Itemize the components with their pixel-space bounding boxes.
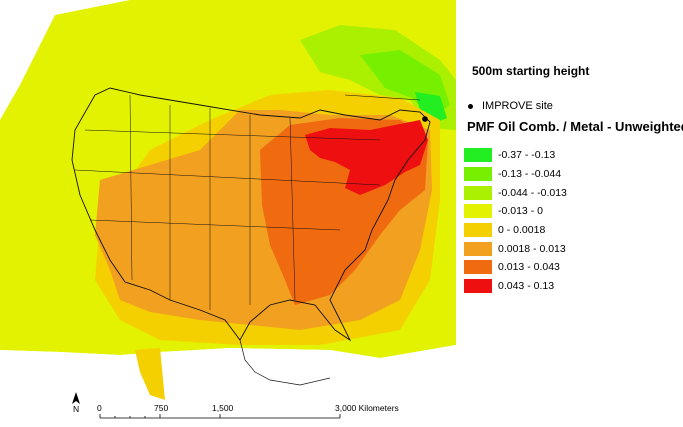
legend-label: -0.13 - -0.044 (498, 168, 562, 181)
field-yellow-south (135, 348, 165, 400)
legend-item: -0.044 - -0.013 (464, 183, 567, 202)
scale-tick-0: 0 (97, 403, 102, 413)
legend-swatch (464, 204, 492, 219)
legend-item: 0.043 - 0.13 (464, 277, 567, 296)
legend-panel: 500m starting height IMPROVE site PMF Oi… (456, 0, 683, 427)
legend-item: 0 - 0.0018 (464, 221, 567, 240)
legend-swatch (464, 260, 492, 275)
scale-tick-2: 1,500 (212, 403, 234, 413)
site-dot-icon (468, 103, 473, 109)
improve-site-marker[interactable] (422, 116, 428, 122)
legend-label: 0.0018 - 0.013 (498, 242, 566, 255)
legend-title: PMF Oil Comb. / Metal - Unweighted (467, 119, 683, 134)
scale-tick-3: 3,000 Kilometers (335, 403, 399, 413)
field-green-ne3 (415, 92, 447, 125)
legend-item: -0.13 - -0.044 (464, 165, 567, 184)
legend-item: 0.0018 - 0.013 (464, 239, 567, 258)
legend-label: 0.043 - 0.13 (498, 280, 555, 293)
legend-label: -0.37 - -0.13 (498, 149, 556, 162)
legend-item: -0.013 - 0 (464, 202, 567, 221)
legend-label: -0.013 - 0 (498, 205, 543, 218)
legend-swatch (464, 279, 492, 294)
legend-label: -0.044 - -0.013 (498, 186, 567, 199)
site-label: IMPROVE site (482, 100, 553, 112)
map-panel[interactable]: N 0 750 1,500 3,000 Kilometers (0, 0, 456, 427)
legend-list: -0.37 - -0.13 -0.13 - -0.044 -0.044 - -0.0… (464, 146, 567, 296)
north-arrow: N (72, 392, 80, 414)
scale-bar (99, 414, 341, 419)
legend-label: 0 - 0.0018 (498, 224, 546, 237)
legend-site-row: IMPROVE site (468, 99, 553, 113)
legend-label: 0.013 - 0.043 (498, 261, 560, 274)
scale-tick-1: 750 (154, 403, 168, 413)
legend-swatch (464, 148, 492, 163)
legend-swatch (464, 223, 492, 238)
map-canvas[interactable]: N 0 750 1,500 3,000 Kilometers (0, 0, 456, 427)
legend-swatch (464, 185, 492, 200)
legend-subtitle: 500m starting height (472, 64, 590, 78)
legend-swatch (464, 167, 492, 182)
uncovered-area (0, 345, 456, 427)
legend-item: -0.37 - -0.13 (464, 146, 567, 165)
country-outline (71, 87, 431, 386)
legend-item: 0.013 - 0.043 (464, 258, 567, 277)
north-label: N (73, 404, 79, 414)
legend-swatch (464, 241, 492, 256)
